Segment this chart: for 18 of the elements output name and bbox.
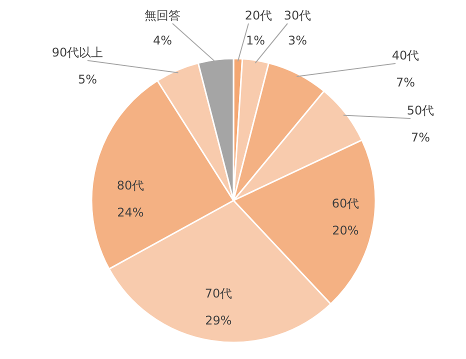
slice-label: 60代	[332, 196, 360, 210]
data-label: 20%	[332, 224, 359, 238]
slice-label: 50代	[406, 104, 434, 118]
slice-label: 70代	[204, 286, 232, 300]
slice-label: 80代	[116, 178, 144, 192]
slice-label: 30代	[284, 8, 312, 22]
slice-label: 40代	[392, 48, 420, 62]
slice-label: 20代	[244, 8, 272, 22]
data-label: 24%	[117, 206, 144, 220]
data-label: 29%	[205, 314, 232, 328]
data-label: 7%	[410, 130, 430, 144]
data-label: 7%	[396, 76, 416, 90]
data-label: 3%	[288, 34, 308, 48]
data-label: 1%	[246, 34, 266, 48]
slice-label: 90代以上	[52, 46, 104, 60]
data-label: 4%	[152, 34, 172, 48]
data-label: 5%	[78, 72, 98, 86]
slice-label: 無回答	[144, 8, 180, 22]
